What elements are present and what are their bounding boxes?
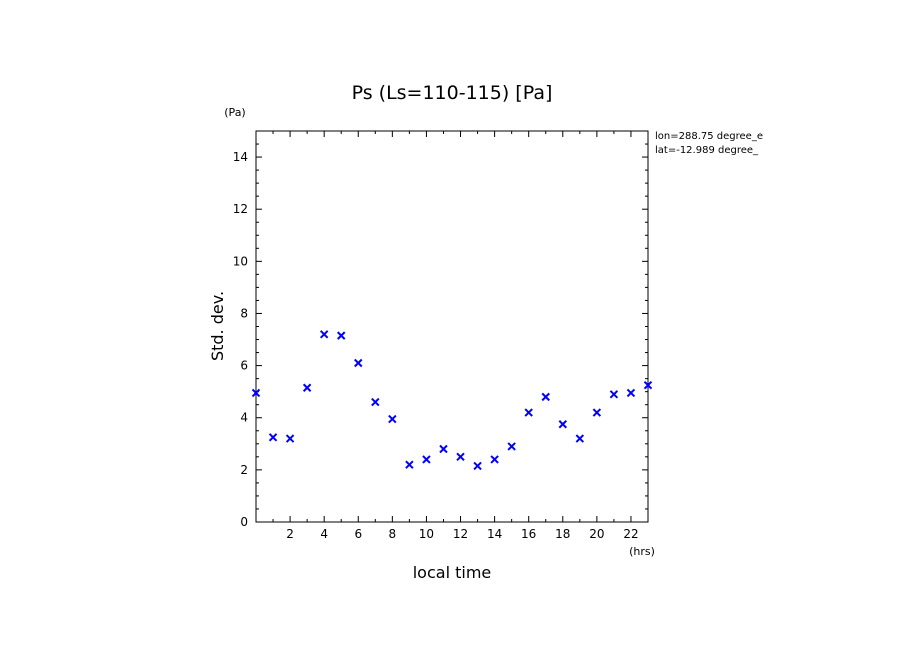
chart-title: Ps (Ls=110-115) [Pa]	[352, 82, 553, 104]
info-lat: lat=-12.989 degree_	[655, 145, 759, 156]
data-point	[251, 388, 261, 398]
data-point	[285, 434, 295, 443]
y-tick-label: 8	[240, 306, 248, 320]
data-point	[354, 358, 363, 368]
x-tick-label: 20	[589, 527, 604, 541]
data-point	[439, 444, 448, 454]
x-tick-label: 12	[453, 527, 468, 541]
x-tick-label: 14	[487, 527, 502, 541]
data-point	[337, 331, 346, 340]
x-tick-label: 10	[419, 527, 434, 541]
y-tick-label: 10	[233, 254, 248, 268]
y-tick-label: 2	[240, 463, 248, 477]
data-point	[371, 397, 380, 407]
x-tick-label: 8	[389, 527, 397, 541]
y-tick-label: 0	[240, 515, 248, 529]
y-axis-label: Std. dev.	[208, 291, 227, 361]
data-point	[541, 392, 550, 402]
y-tick-label: 4	[240, 411, 248, 425]
x-tick-label: 2	[286, 527, 294, 541]
data-point	[473, 461, 482, 471]
data-point	[268, 433, 278, 442]
plot-frame	[255, 130, 649, 523]
info-lon: lon=288.75 degree_e	[655, 131, 763, 142]
y-tick-label: 14	[233, 150, 248, 164]
data-point	[524, 408, 533, 417]
data-point	[456, 452, 465, 462]
data-point	[507, 442, 516, 451]
data-point	[575, 434, 585, 443]
x-tick-label: 22	[623, 527, 638, 541]
x-unit-label: (hrs)	[629, 545, 655, 558]
x-tick-label: 18	[555, 527, 570, 541]
data-point	[302, 383, 312, 392]
data-point	[558, 420, 567, 429]
data-point	[405, 460, 414, 469]
y-tick-label: 6	[240, 359, 248, 373]
data-point	[422, 455, 431, 464]
x-tick-label: 16	[521, 527, 536, 541]
data-point	[319, 330, 329, 339]
data-point	[490, 455, 499, 464]
data-point	[388, 414, 397, 424]
data-point	[643, 380, 653, 390]
x-tick-label: 4	[320, 527, 328, 541]
y-tick-label: 12	[233, 202, 248, 216]
data-point	[609, 390, 619, 399]
plot-area: 2 4 6 8 10 12 14 16 18 20 22 0 2 4 6 8 10 12 14	[233, 130, 653, 541]
y-unit-label: (Pa)	[224, 106, 245, 119]
data-point	[592, 408, 602, 417]
x-tick-label: 6	[354, 527, 362, 541]
data-point	[626, 388, 636, 398]
x-axis-label: local time	[413, 563, 492, 582]
